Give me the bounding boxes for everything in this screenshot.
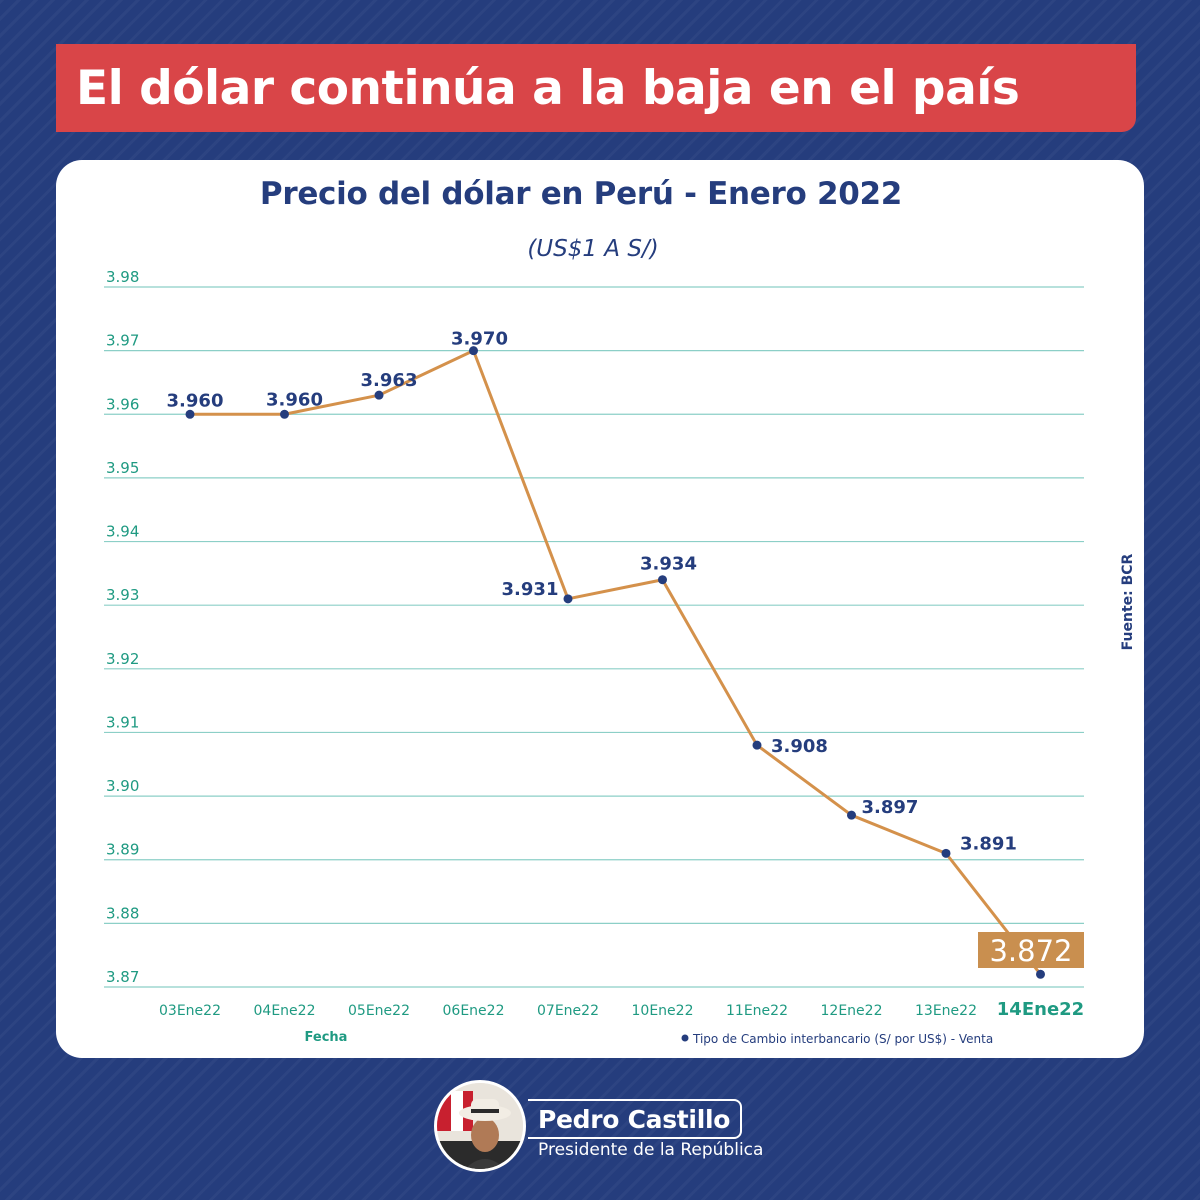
x-tick-label: 14Ene22: [997, 999, 1084, 1020]
x-tick-label: 06Ene22: [443, 1003, 505, 1019]
y-tick-label: 3.90: [106, 777, 139, 795]
y-tick-label: 3.89: [106, 841, 139, 859]
data-point: [1036, 969, 1045, 979]
president-avatar: [434, 1080, 526, 1172]
y-tick-label: 3.95: [106, 459, 139, 477]
y-tick-label: 3.92: [106, 650, 139, 668]
data-point: [374, 390, 384, 400]
data-label: 3.897: [862, 797, 919, 818]
x-tick-label: 13Ene22: [915, 1003, 977, 1019]
chart-subtitle: (US$1 A S/): [527, 236, 659, 262]
source-note: Fuente: BCR: [1120, 553, 1136, 651]
data-point: [469, 346, 478, 356]
data-label: 3.960: [167, 390, 224, 411]
x-tick-label: 12Ene22: [821, 1003, 883, 1019]
highlight-label-box: [978, 932, 1084, 968]
data-label: 3.934: [640, 554, 697, 575]
headline-banner: El dólar continúa a la baja en el país: [56, 44, 1136, 132]
y-tick-label: 3.94: [106, 523, 139, 541]
data-label-highlight: 3.872: [989, 934, 1072, 968]
president-role: Presidente de la República: [538, 1140, 764, 1160]
data-label: 3.970: [451, 329, 508, 350]
x-tick-label: 05Ene22: [348, 1003, 410, 1019]
x-tick-label: 10Ene22: [632, 1003, 694, 1019]
y-tick-label: 3.93: [106, 586, 139, 604]
data-label: 3.960: [266, 389, 323, 410]
y-tick-label: 3.91: [106, 713, 139, 731]
chart-title: Precio del dólar en Perú - Enero 2022: [259, 176, 903, 212]
y-tick-label: 3.96: [106, 395, 139, 413]
data-label: 3.908: [771, 736, 828, 757]
x-tick-label: 11Ene22: [726, 1003, 788, 1019]
legend-label: Tipo de Cambio interbancario (S/ por US$…: [692, 1032, 993, 1046]
data-point: [752, 740, 762, 750]
president-name-box: Pedro Castillo: [528, 1099, 743, 1139]
avatar-portrait: [437, 1083, 523, 1169]
data-label: 3.931: [502, 579, 559, 600]
y-tick-label: 3.97: [106, 332, 139, 350]
chart-card: [56, 160, 1144, 1058]
data-label: 3.963: [361, 370, 418, 391]
data-point: [563, 594, 573, 604]
x-tick-label: 07Ene22: [537, 1003, 599, 1019]
data-label: 3.891: [960, 833, 1017, 854]
y-tick-label: 3.87: [106, 968, 139, 986]
data-point: [658, 575, 667, 585]
president-name: Pedro Castillo: [538, 1104, 731, 1134]
data-point: [185, 409, 195, 419]
y-tick-label: 3.88: [106, 904, 139, 922]
x-tick-label: 03Ene22: [159, 1003, 221, 1019]
data-point: [847, 810, 856, 820]
series-line: [190, 349, 1042, 976]
x-axis-title: Fecha: [305, 1030, 348, 1045]
data-point: [941, 848, 951, 858]
x-tick-label: 04Ene22: [254, 1003, 316, 1019]
y-tick-label: 3.98: [106, 268, 139, 286]
data-point: [280, 409, 289, 419]
headline-text: El dólar continúa a la baja en el país: [76, 60, 1020, 116]
legend-marker: [681, 1034, 689, 1042]
